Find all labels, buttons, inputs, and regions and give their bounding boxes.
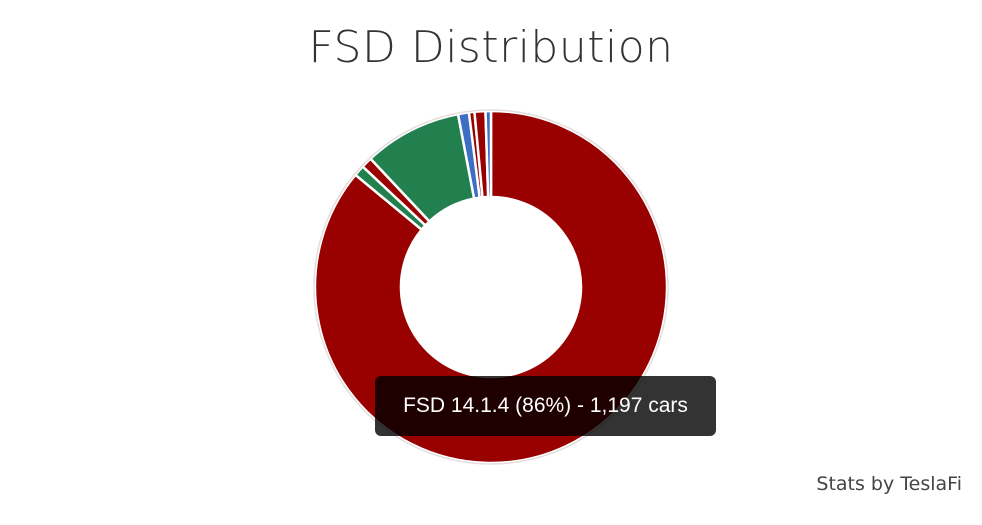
- slice-tooltip: FSD 14.1.4 (86%) - 1,197 cars: [375, 376, 716, 436]
- donut-slice-7[interactable]: [484, 109, 493, 199]
- credit-text: Stats by TeslaFi: [816, 473, 962, 495]
- chart-title: FSD Distribution: [308, 22, 674, 73]
- donut-slice-0[interactable]: [313, 109, 669, 465]
- donut-outline: [313, 109, 669, 465]
